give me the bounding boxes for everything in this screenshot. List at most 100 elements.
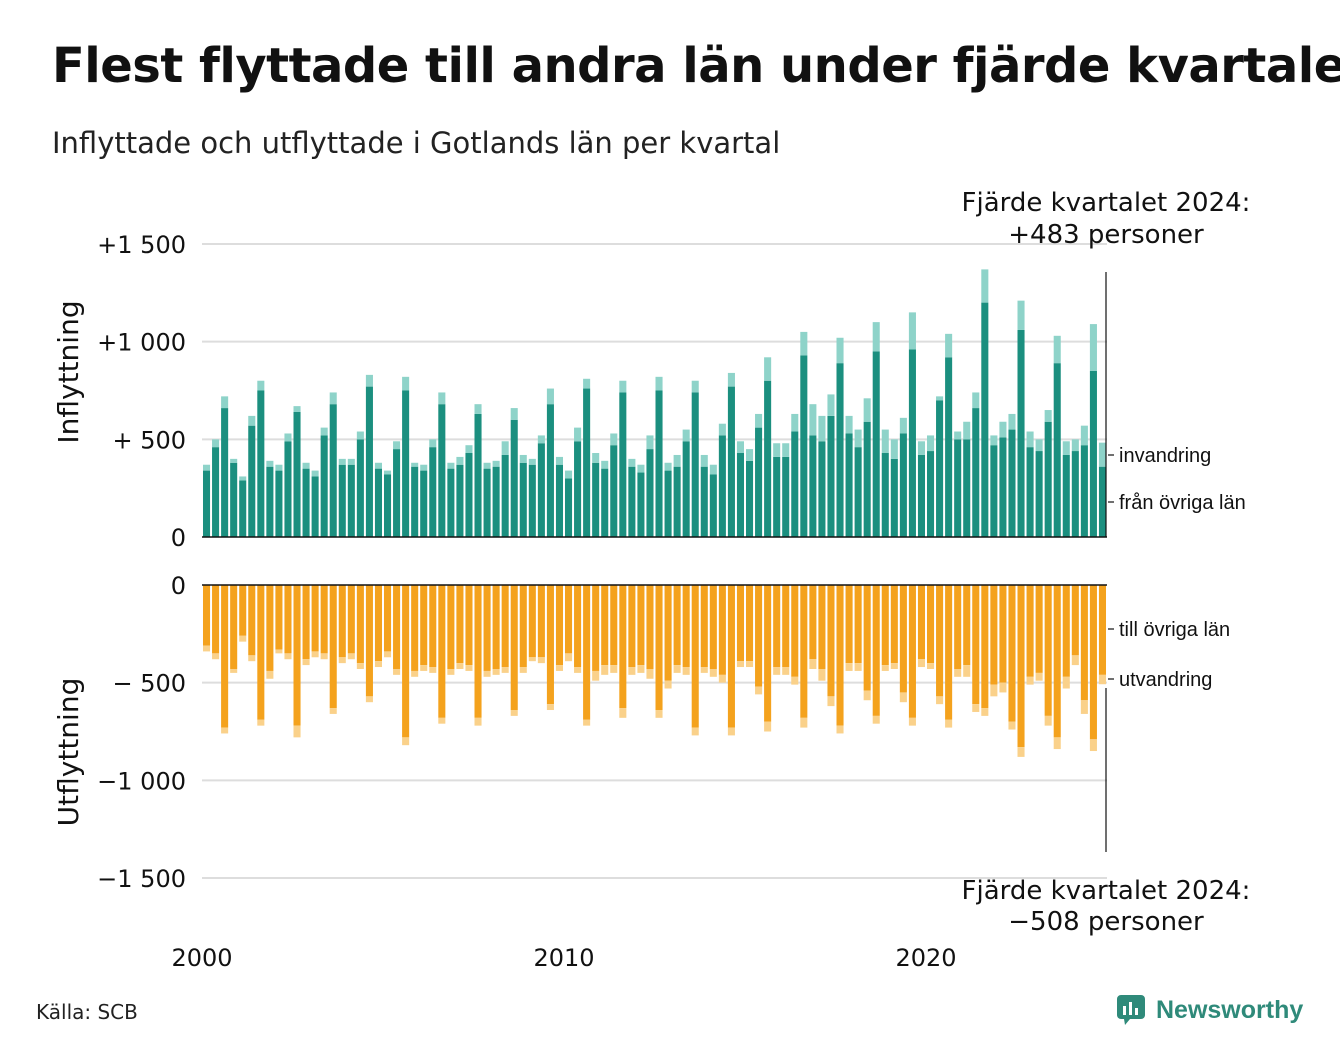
bar-to-other-counties xyxy=(1017,585,1025,748)
bar-emigration xyxy=(619,708,627,718)
bar-immigration xyxy=(411,462,419,467)
bar-immigration xyxy=(266,460,274,467)
bar-emigration xyxy=(429,667,437,673)
bar-from-other-counties xyxy=(248,425,256,537)
bar-to-other-counties xyxy=(782,585,790,668)
bar-immigration xyxy=(284,433,292,442)
bar-to-other-counties xyxy=(619,585,627,709)
bar-immigration xyxy=(492,460,500,467)
bar-from-other-counties xyxy=(773,456,781,537)
bar-emigration xyxy=(393,668,401,675)
bar-emigration xyxy=(202,645,211,652)
bar-from-other-counties xyxy=(583,388,591,537)
bar-immigration xyxy=(736,441,745,454)
bar-from-other-counties xyxy=(402,390,410,537)
bar-immigration xyxy=(338,458,346,465)
bar-emigration xyxy=(854,663,862,671)
bar-from-other-counties xyxy=(338,464,346,537)
chart-title: Flest flyttade till andra län under fjär… xyxy=(52,38,1340,94)
bar-immigration xyxy=(718,423,726,436)
bar-to-other-counties xyxy=(700,585,708,668)
bar-from-other-counties xyxy=(483,468,491,537)
bar-emigration xyxy=(1089,739,1097,752)
bar-from-other-counties xyxy=(917,454,926,537)
bar-emigration xyxy=(546,704,554,711)
bar-from-other-counties xyxy=(574,441,582,537)
bar-immigration xyxy=(1008,413,1016,430)
bar-emigration xyxy=(1026,676,1034,685)
bar-from-other-counties xyxy=(555,464,564,537)
bar-from-other-counties xyxy=(755,427,763,537)
bar-from-other-counties xyxy=(691,392,699,537)
bar-immigration xyxy=(583,378,591,389)
bar-from-other-counties xyxy=(1053,363,1061,537)
bar-emigration xyxy=(782,667,790,675)
bar-emigration xyxy=(791,676,799,685)
bar-from-other-counties xyxy=(528,464,536,537)
bar-to-other-counties xyxy=(1053,585,1061,738)
bar-immigration xyxy=(745,449,754,461)
bar-to-other-counties xyxy=(347,585,355,654)
bar-emigration xyxy=(365,696,373,703)
bar-immigration xyxy=(854,429,862,448)
bar-emigration xyxy=(501,667,509,673)
bar-emigration xyxy=(908,717,916,726)
newsworthy-logo-icon xyxy=(1117,995,1145,1025)
bar-immigration xyxy=(564,470,573,479)
bar-immigration xyxy=(365,374,373,387)
annotation-top-line2: +483 personer xyxy=(1008,220,1204,250)
bar-to-other-counties xyxy=(990,585,998,685)
bar-emigration xyxy=(1035,672,1043,681)
bar-from-other-counties xyxy=(809,435,817,537)
bar-emigration xyxy=(329,708,337,714)
bar-from-other-counties xyxy=(202,470,211,537)
bar-immigration xyxy=(700,454,708,467)
bar-emigration xyxy=(510,710,518,716)
bar-to-other-counties xyxy=(420,585,428,666)
bar-from-other-counties xyxy=(863,421,871,537)
bar-from-other-counties xyxy=(447,468,455,537)
bar-from-other-counties xyxy=(356,439,364,537)
bar-immigration xyxy=(293,406,301,412)
bar-from-other-counties xyxy=(990,445,998,537)
bar-to-other-counties xyxy=(1098,585,1107,675)
bar-to-other-counties xyxy=(899,585,907,693)
bar-to-other-counties xyxy=(356,585,364,664)
bar-immigration xyxy=(592,453,600,463)
bar-immigration xyxy=(501,441,509,455)
bar-to-other-counties xyxy=(447,585,455,669)
bar-to-other-counties xyxy=(501,585,509,668)
bar-emigration xyxy=(936,696,944,705)
bar-to-other-counties xyxy=(221,585,229,728)
bar-to-other-counties xyxy=(755,585,763,687)
label-to-other-counties: till övriga län xyxy=(1119,619,1230,641)
bar-immigration xyxy=(320,427,328,436)
x-tick-label: 2020 xyxy=(895,944,956,972)
bar-from-other-counties xyxy=(374,468,383,537)
bar-to-other-counties xyxy=(745,585,754,662)
bar-emigration xyxy=(555,665,564,671)
bar-to-other-counties xyxy=(610,585,618,666)
bar-emigration xyxy=(972,704,980,712)
bar-to-other-counties xyxy=(836,585,844,726)
bar-emigration xyxy=(537,657,545,664)
label-immigration: invandring xyxy=(1119,445,1211,467)
bar-from-other-counties xyxy=(908,349,916,537)
bar-immigration xyxy=(646,435,654,450)
bar-immigration xyxy=(682,429,690,442)
bar-immigration xyxy=(926,435,935,452)
bar-to-other-counties xyxy=(528,585,536,658)
bar-from-other-counties xyxy=(999,437,1007,537)
bar-to-other-counties xyxy=(402,585,410,738)
bar-immigration xyxy=(239,476,247,481)
bar-immigration xyxy=(963,421,971,440)
bar-emigration xyxy=(248,655,256,662)
bar-to-other-counties xyxy=(257,585,265,720)
bar-immigration xyxy=(212,439,220,448)
y-tick-label: −1 000 xyxy=(97,767,186,795)
bar-from-other-counties xyxy=(519,462,527,537)
bar-emigration xyxy=(302,659,310,666)
bar-immigration xyxy=(691,380,699,393)
bar-emigration xyxy=(682,667,690,675)
y-tick-label: 0 xyxy=(171,572,186,600)
